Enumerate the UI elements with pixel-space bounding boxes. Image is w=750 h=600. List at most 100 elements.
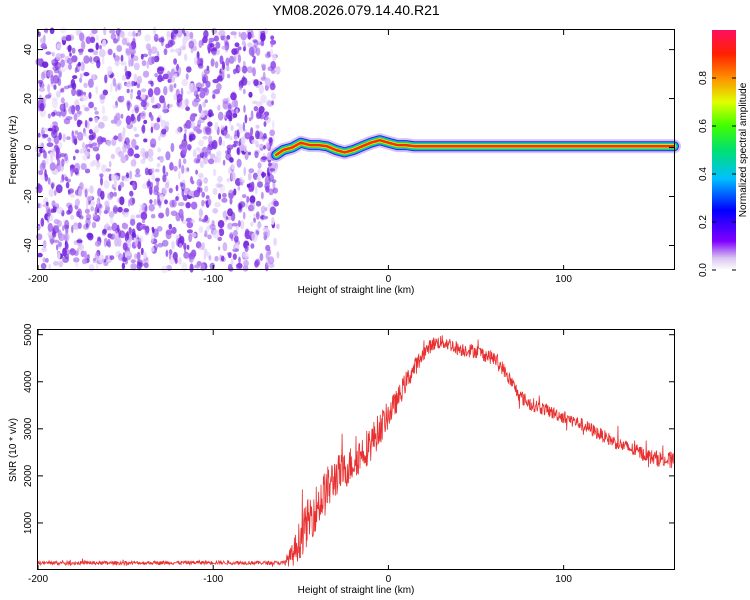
colorbar-tick-label: 0.4 <box>698 167 709 181</box>
noise-speckle <box>183 133 187 142</box>
noise-speckle <box>269 48 274 57</box>
noise-speckle <box>175 184 179 192</box>
noise-speckle <box>74 162 81 173</box>
noise-speckle <box>179 100 187 110</box>
noise-speckle <box>47 83 51 93</box>
noise-speckle <box>235 178 242 186</box>
noise-speckle <box>240 181 244 186</box>
y-tick-label: -40 <box>23 238 34 253</box>
noise-speckle <box>73 113 78 121</box>
noise-speckle <box>95 42 99 51</box>
noise-speckle <box>171 226 177 235</box>
noise-speckle <box>141 88 147 93</box>
noise-speckle <box>171 240 175 250</box>
noise-speckle <box>230 171 236 182</box>
noise-speckle <box>208 255 212 261</box>
noise-speckle <box>148 80 153 85</box>
noise-speckle <box>109 29 116 34</box>
noise-speckle <box>248 168 255 174</box>
noise-speckle <box>129 218 136 226</box>
noise-speckle <box>96 162 101 168</box>
noise-speckle <box>49 162 56 171</box>
noise-speckle <box>265 185 270 193</box>
noise-speckle <box>105 222 110 227</box>
x-tick-label: 0 <box>386 574 392 585</box>
noise-speckle <box>40 262 47 270</box>
noise-speckle <box>264 116 271 124</box>
noise-speckle <box>76 239 83 244</box>
noise-speckle <box>85 199 89 209</box>
noise-speckle <box>243 259 249 267</box>
noise-speckle <box>212 229 220 239</box>
noise-speckle <box>47 177 51 185</box>
noise-speckle <box>269 168 276 172</box>
colorbar-tick-label: 0.0 <box>698 263 709 277</box>
snr-plot-area <box>37 335 675 567</box>
noise-speckle <box>150 213 156 219</box>
noise-speckle <box>53 84 57 90</box>
noise-speckle <box>249 195 256 204</box>
noise-speckle <box>253 106 259 112</box>
noise-speckle <box>121 95 125 102</box>
noise-speckle <box>103 261 109 267</box>
noise-speckle <box>80 136 84 141</box>
noise-speckle <box>209 43 215 48</box>
noise-speckle <box>257 162 262 169</box>
noise-speckle <box>167 78 172 83</box>
noise-speckle <box>64 219 70 230</box>
noise-speckle <box>248 185 255 193</box>
noise-speckle <box>169 48 176 53</box>
noise-speckle <box>181 79 188 87</box>
noise-speckle <box>235 64 241 74</box>
noise-speckle <box>60 27 67 34</box>
noise-speckle <box>171 28 178 38</box>
noise-speckle <box>112 104 117 110</box>
noise-speckle <box>93 56 100 63</box>
noise-speckle <box>240 31 247 41</box>
noise-speckle <box>173 165 178 172</box>
noise-speckle <box>272 187 278 194</box>
noise-speckle <box>94 206 98 215</box>
noise-speckle <box>205 195 210 200</box>
noise-speckle <box>181 138 188 148</box>
noise-speckle <box>163 100 166 109</box>
noise-speckle <box>177 126 183 133</box>
noise-speckle <box>64 63 69 70</box>
noise-speckle <box>176 93 183 104</box>
snr-frame <box>37 329 675 570</box>
noise-speckle <box>40 71 46 81</box>
noise-speckle <box>232 253 237 260</box>
noise-speckle <box>157 242 164 248</box>
noise-speckle <box>271 162 277 169</box>
noise-speckle <box>79 148 85 154</box>
noise-speckle <box>217 74 224 82</box>
noise-speckle <box>64 235 68 241</box>
noise-speckle <box>199 160 204 169</box>
noise-speckle <box>266 99 273 106</box>
noise-speckle <box>265 251 270 260</box>
noise-speckle <box>81 104 87 109</box>
noise-speckle <box>191 180 195 185</box>
noise-speckle <box>207 234 212 240</box>
noise-speckle <box>135 32 138 37</box>
noise-speckle <box>211 50 217 56</box>
noise-speckle <box>113 178 117 188</box>
noise-speckle <box>188 190 195 197</box>
noise-speckle <box>108 160 112 168</box>
x-tick-label: 100 <box>555 274 572 285</box>
noise-speckle <box>220 255 225 262</box>
noise-speckle <box>125 115 132 125</box>
noise-speckle <box>45 51 52 55</box>
noise-speckle <box>121 175 125 182</box>
noise-speckle <box>84 150 90 157</box>
noise-speckle <box>271 120 275 130</box>
spectrogram-x-label: Height of straight line (km) <box>298 285 415 296</box>
noise-speckle <box>264 53 272 59</box>
noise-speckle <box>115 227 120 234</box>
noise-speckle <box>146 60 149 69</box>
noise-speckle <box>236 148 240 154</box>
noise-speckle <box>226 65 230 72</box>
noise-speckle <box>87 48 94 53</box>
noise-speckle <box>149 138 157 148</box>
noise-speckle <box>102 39 107 48</box>
